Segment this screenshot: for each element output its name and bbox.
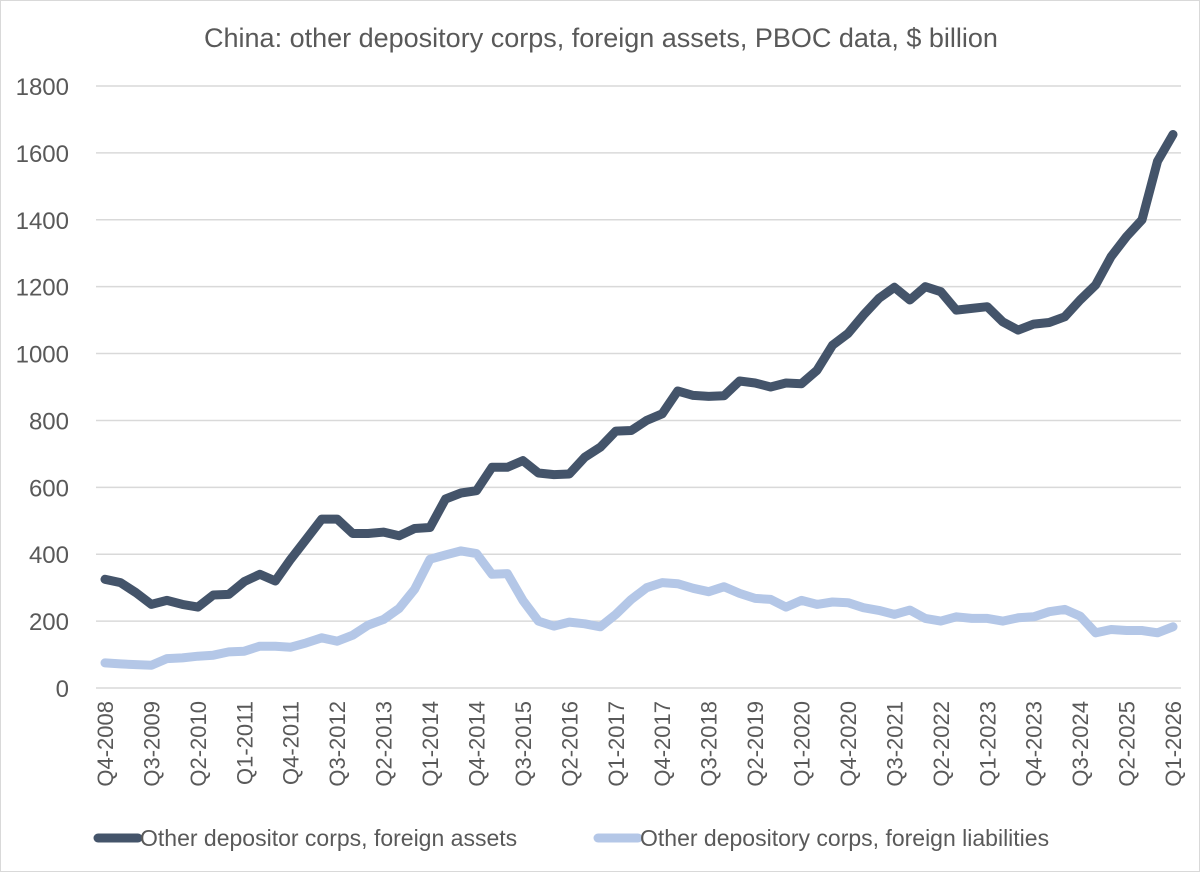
x-tick-label: Q1-2017 bbox=[604, 701, 629, 787]
x-tick-label: Q3-2012 bbox=[325, 701, 350, 787]
y-tick-label: 400 bbox=[29, 542, 69, 569]
y-tick-label: 1000 bbox=[16, 342, 69, 369]
x-tick-label: Q3-2009 bbox=[139, 701, 164, 787]
x-tick-label: Q1-2023 bbox=[975, 701, 1000, 787]
x-tick-label: Q3-2024 bbox=[1068, 701, 1093, 787]
x-tick-label: Q2-2019 bbox=[743, 701, 768, 787]
y-tick-label: 1800 bbox=[16, 74, 69, 101]
x-tick-label: Q4-2017 bbox=[650, 701, 675, 787]
x-tick-label: Q4-2008 bbox=[93, 701, 118, 787]
series-line-1 bbox=[105, 551, 1173, 665]
x-tick-label: Q2-2010 bbox=[186, 701, 211, 787]
x-tick-label: Q3-2021 bbox=[882, 701, 907, 787]
x-tick-label: Q4-2020 bbox=[836, 701, 861, 787]
y-tick-label: 0 bbox=[56, 676, 69, 703]
x-tick-label: Q4-2011 bbox=[279, 701, 304, 785]
x-tick-label: Q4-2014 bbox=[464, 701, 489, 787]
y-tick-label: 200 bbox=[29, 609, 69, 636]
x-tick-label: Q2-2016 bbox=[557, 701, 582, 787]
y-tick-label: 1600 bbox=[16, 141, 69, 168]
y-tick-label: 1200 bbox=[16, 275, 69, 302]
x-tick-label: Q2-2013 bbox=[372, 701, 397, 787]
y-tick-label: 800 bbox=[29, 408, 69, 435]
series-line-0 bbox=[105, 135, 1173, 608]
x-tick-label: Q1-2011 bbox=[232, 701, 257, 785]
legend-label: Other depositor corps, foreign assets bbox=[140, 825, 517, 851]
x-tick-label: Q3-2015 bbox=[511, 701, 536, 787]
x-tick-label: Q2-2022 bbox=[929, 701, 954, 787]
x-tick-label: Q1-2026 bbox=[1161, 701, 1186, 787]
y-tick-label: 1400 bbox=[16, 208, 69, 235]
chart-title: China: other depository corps, foreign a… bbox=[204, 23, 998, 53]
x-tick-label: Q3-2018 bbox=[697, 701, 722, 787]
legend-label: Other depository corps, foreign liabilit… bbox=[640, 825, 1049, 851]
x-tick-label: Q2-2025 bbox=[1115, 701, 1140, 787]
y-tick-label: 600 bbox=[29, 475, 69, 502]
x-tick-label: Q1-2020 bbox=[790, 701, 815, 787]
x-tick-label: Q1-2014 bbox=[418, 701, 443, 787]
x-tick-label: Q4-2023 bbox=[1022, 701, 1047, 787]
